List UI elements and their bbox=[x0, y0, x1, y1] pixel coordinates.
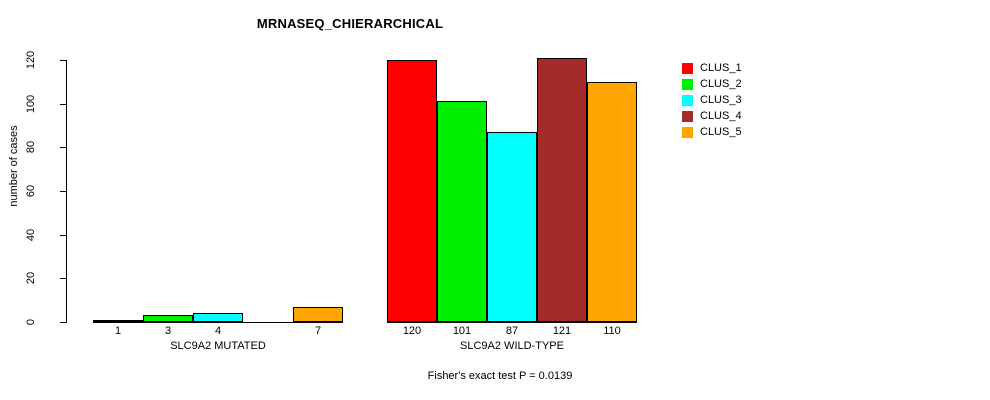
group-baseline bbox=[387, 322, 637, 323]
legend-item-clus_1[interactable]: CLUS_1 bbox=[682, 60, 742, 76]
legend-item-clus_3[interactable]: CLUS_3 bbox=[682, 92, 742, 108]
bar-clus_1-mutated[interactable] bbox=[93, 319, 143, 322]
bar-clus_2-mutated[interactable] bbox=[143, 315, 193, 322]
y-axis-tick bbox=[60, 234, 67, 236]
legend-item-clus_4[interactable]: CLUS_4 bbox=[682, 108, 742, 124]
y-axis-tick bbox=[60, 278, 67, 280]
footer-annotation: Fisher's exact test P = 0.0139 bbox=[427, 370, 573, 382]
y-axis-tick-label-text: 60 bbox=[25, 184, 37, 198]
bar-value-label: 3 bbox=[164, 325, 172, 337]
bar-clus_3-wildtype[interactable] bbox=[487, 132, 537, 322]
plot-area: number of cases 0 20 40 60 80 100 120 1 3 4 7 SLC9… bbox=[8, 50, 637, 352]
y-axis-tick-label-text: 20 bbox=[25, 272, 37, 285]
legend-item-label: CLUS_2 bbox=[700, 77, 742, 90]
legend-swatch-icon bbox=[682, 126, 693, 138]
bar-value-label: 101 bbox=[452, 325, 472, 337]
bar-value-label: 121 bbox=[552, 325, 572, 337]
bar-value-label: 120 bbox=[402, 325, 422, 337]
y-axis-tick-label-text: 120 bbox=[24, 50, 37, 70]
bar-clus_1-wildtype[interactable] bbox=[387, 60, 437, 322]
page-title: MRNASEQ_CHIERARCHICAL bbox=[256, 16, 444, 31]
bar-value-label: 87 bbox=[505, 325, 519, 337]
y-axis-tick-label-text: 100 bbox=[24, 94, 37, 113]
y-axis-tick bbox=[60, 60, 67, 61]
legend-item-clus_5[interactable]: CLUS_5 bbox=[682, 124, 742, 140]
group-label: SLC9A2 MUTATED bbox=[170, 340, 266, 352]
group-baseline bbox=[93, 322, 343, 323]
y-axis-tick bbox=[60, 147, 67, 149]
y-axis-title: number of cases bbox=[8, 125, 20, 207]
legend-swatch-icon bbox=[682, 62, 693, 74]
legend-item-label: CLUS_4 bbox=[700, 109, 742, 122]
bar-clus_4-wildtype[interactable] bbox=[537, 57, 587, 322]
y-axis-tick-label: 40 bbox=[8, 229, 54, 241]
bar-value-label: 1 bbox=[114, 325, 122, 337]
legend-item-label: CLUS_3 bbox=[700, 93, 742, 106]
legend-item-clus_2[interactable]: CLUS_2 bbox=[682, 76, 742, 92]
y-axis-tick-label: 80 bbox=[8, 141, 54, 153]
y-axis-tick-label: 120 bbox=[8, 50, 54, 70]
y-axis-tick-label: 20 bbox=[8, 272, 54, 284]
y-axis-tick-label-text: 80 bbox=[25, 141, 37, 154]
bar-clus_5-wildtype[interactable] bbox=[587, 81, 637, 322]
legend-item-label: CLUS_5 bbox=[700, 125, 742, 138]
y-axis-tick-label: 60 bbox=[8, 185, 54, 197]
bar-clus_2-wildtype[interactable] bbox=[437, 101, 487, 322]
y-axis-tick bbox=[60, 191, 67, 192]
bar-value-label: 7 bbox=[314, 325, 322, 337]
bar-value-label: 4 bbox=[214, 325, 222, 337]
bar-value-label: 110 bbox=[603, 325, 621, 337]
y-axis-tick-label-text: 0 bbox=[25, 318, 37, 326]
y-axis-tick-label-text: 40 bbox=[25, 228, 37, 241]
y-axis-tick bbox=[60, 103, 67, 105]
y-axis-tick-label: 0 bbox=[8, 316, 54, 328]
y-axis-tick bbox=[60, 322, 67, 323]
legend-swatch-icon bbox=[682, 110, 693, 122]
legend-swatch-icon bbox=[682, 94, 693, 106]
group-label: SLC9A2 WILD-TYPE bbox=[460, 340, 564, 352]
bar-clus_3-mutated[interactable] bbox=[193, 313, 243, 322]
bar-clus_5-mutated[interactable] bbox=[293, 306, 343, 322]
legend-item-label: CLUS_1 bbox=[700, 61, 742, 74]
legend-swatch-icon bbox=[682, 78, 693, 90]
y-axis-tick-label: 100 bbox=[8, 94, 54, 112]
legend: CLUS_1 CLUS_2 CLUS_3 CLUS_4 CLUS_5 bbox=[682, 60, 742, 140]
